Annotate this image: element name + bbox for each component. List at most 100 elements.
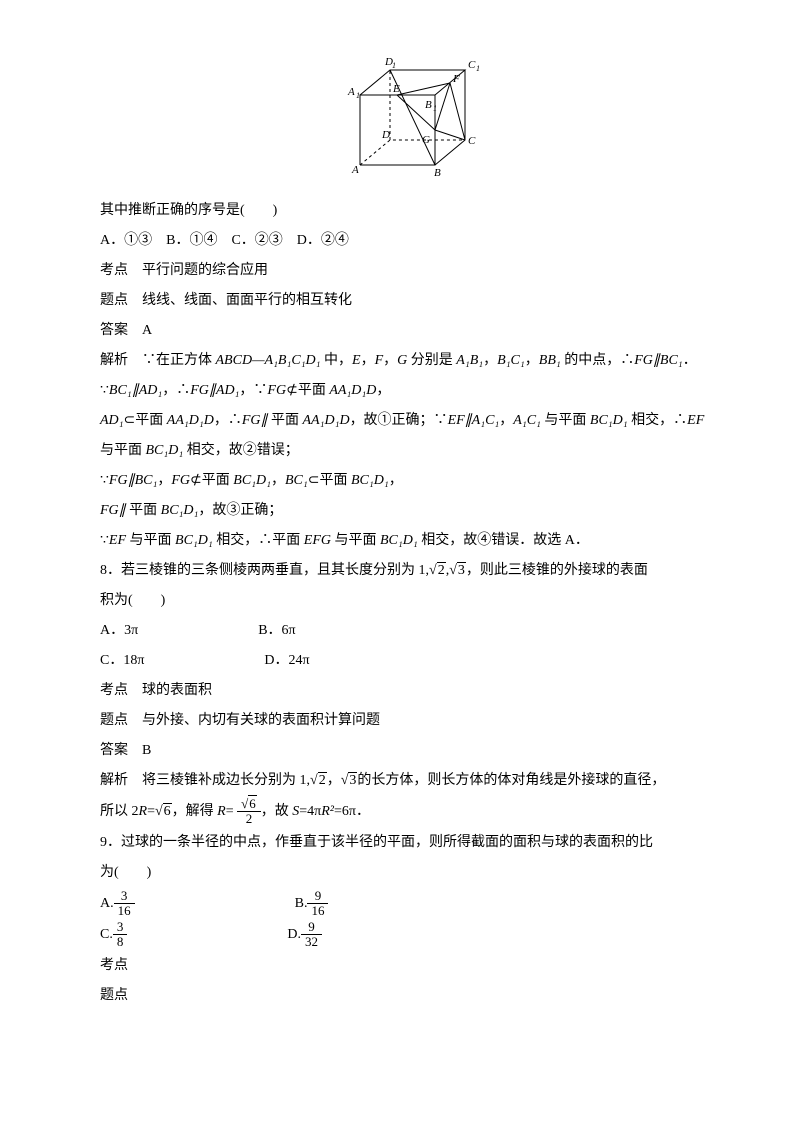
svg-text:1: 1 [392, 61, 396, 70]
t: ，故①正确；∵ [350, 413, 448, 428]
t: 相交，∴平面 [213, 533, 304, 548]
q7-kaodian: 考点 平行问题的综合应用 [100, 257, 720, 285]
t: ， [376, 383, 390, 398]
t: 与平面 [541, 413, 590, 428]
svg-text:F: F [452, 73, 460, 85]
bc1d1: BC₁D₁ [161, 503, 199, 518]
t: 与平面 [126, 533, 175, 548]
t: ，故 [261, 804, 293, 819]
t: 的中点，∴ [561, 353, 635, 368]
t: ∵ [100, 383, 109, 398]
svg-text:B: B [425, 99, 432, 111]
r2: R² [321, 804, 334, 819]
sqrt6n: 6 [248, 795, 257, 811]
par: ∥ [132, 383, 139, 398]
q9-kaodian: 考点 [100, 952, 720, 980]
svg-text:A: A [351, 164, 359, 176]
q9-stem-line1: 9．过球的一条半径的中点，作垂直于该半径的平面，则所得截面的面积与球的表面积的比 [100, 829, 720, 857]
e: E [352, 353, 361, 368]
sqrt6: 6 [163, 803, 172, 819]
b1c1: B₁C₁ [497, 353, 525, 368]
b-den: 16 [307, 904, 328, 918]
aa1d1d: AA₁D₁D [303, 413, 350, 428]
bc1d1: BC₁D₁ [590, 413, 628, 428]
q7-explain-3: AD₁⊂平面 AA₁D₁D，∴FG∥ 平面 AA₁D₁D，故①正确；∵EF∥A₁… [100, 407, 720, 435]
ad1: AD₁ [139, 383, 163, 398]
t: ⊂平面 [124, 413, 167, 428]
bc1d1: BC₁D₁ [351, 473, 389, 488]
ef: EF [109, 533, 126, 548]
q8-opt-c: C．18π [100, 647, 144, 675]
t: ， [483, 353, 497, 368]
t: ⊄平面 [286, 383, 329, 398]
q8-opt-a: A．3π [100, 617, 138, 645]
sqrt3: 3 [348, 772, 357, 788]
par: ∥ [261, 413, 268, 428]
q7-stem: 其中推断正确的序号是( ) [100, 197, 720, 225]
t: 将三棱锥补成边长分别为 1, [142, 773, 310, 788]
t: ⊄平面 [190, 473, 233, 488]
q8-options-row1: A．3π B．6π [100, 617, 720, 645]
q7-answer: 答案 A [100, 317, 720, 345]
svg-text:1: 1 [476, 64, 480, 73]
bc1: BC₁ [285, 473, 308, 488]
c-den: 8 [113, 935, 128, 949]
q8-options-row2: C．18π D．24π [100, 647, 720, 675]
bc1: BC₁ [109, 383, 132, 398]
q8-opt-d: D．24π [264, 647, 309, 675]
q7-explain-1: 解析 ∵在正方体 ABCD—A₁B₁C₁D₁ 中，E，F，G 分别是 A₁B₁，… [100, 347, 720, 375]
bc1d1: BC₁D₁ [233, 473, 271, 488]
d-label: D. [287, 927, 301, 942]
q7-explain-7: ∵EF 与平面 BC₁D₁ 相交，∴平面 EFG 与平面 BC₁D₁ 相交，故④… [100, 527, 720, 555]
ad1: AD₁ [216, 383, 240, 398]
a1b1c1d1: A₁B₁C₁D₁ [265, 353, 321, 368]
t: ． [683, 353, 697, 368]
q9-stem-line2: 为( ) [100, 859, 720, 887]
t: ，则此三棱锥的外接球的表面 [466, 563, 648, 578]
q7-explain-2: ∵BC₁∥AD₁，∴FG∥AD₁，∵FG⊄平面 AA₁D₁D， [100, 377, 720, 405]
fg: FG [267, 383, 286, 398]
sqrt3: 3 [457, 562, 466, 578]
cube-diagram: D1 C1 A1 B1 E F D C G A B [100, 40, 720, 191]
c-label: C. [100, 927, 113, 942]
exp-label: 解析 [100, 773, 142, 788]
t: ⊂平面 [308, 473, 351, 488]
fg: FG [100, 503, 119, 518]
q8-explain-1: 解析 将三棱锥补成边长分别为 1,√2，√3的长方体，则长方体的体对角线是外接球… [100, 767, 720, 795]
fg: FG [171, 473, 190, 488]
q7-explain-6: FG∥ 平面 BC₁D₁，故③正确； [100, 497, 720, 525]
svg-text:A: A [347, 86, 355, 98]
fg: FG [634, 353, 653, 368]
svg-text:G: G [422, 134, 430, 146]
t: 与平面 [331, 533, 380, 548]
fg: FG [109, 473, 128, 488]
aa1d1d: AA₁D₁D [329, 383, 376, 398]
t: ， [389, 473, 403, 488]
svg-text:B: B [434, 167, 441, 179]
par: ∥ [465, 413, 472, 428]
t: ，∴ [162, 383, 190, 398]
q8-opt-b: B．6π [258, 617, 295, 645]
ef: EF [448, 413, 465, 428]
t: 中， [321, 353, 353, 368]
q8-tidian: 题点 与外接、内切有关球的表面积计算问题 [100, 707, 720, 735]
a1b1: A₁B₁ [456, 353, 483, 368]
svg-text:1: 1 [356, 91, 360, 100]
t: ，∵ [239, 383, 267, 398]
abcd: ABCD [216, 353, 253, 368]
r: R [139, 804, 148, 819]
b-label: B. [295, 896, 308, 911]
svg-text:E: E [392, 83, 400, 95]
t: ， [361, 353, 375, 368]
q8-explain-2: 所以 2R=√6，解得 R= √62，故 S=4πR²=6π． [100, 797, 720, 827]
t: 与平面 [100, 443, 146, 458]
dash: — [252, 353, 264, 368]
q8-stem-line1: 8．若三棱锥的三条侧棱两两垂直，且其长度分别为 1,√2,√3，则此三棱锥的外接… [100, 557, 720, 585]
t: ， [271, 473, 285, 488]
t: 相交，∴ [628, 413, 688, 428]
svg-text:D: D [381, 129, 390, 141]
den2: 2 [237, 812, 261, 826]
sqrt2: 2 [437, 562, 446, 578]
t: 相交，故④错误．故选 A． [418, 533, 589, 548]
t: =4π [299, 804, 321, 819]
